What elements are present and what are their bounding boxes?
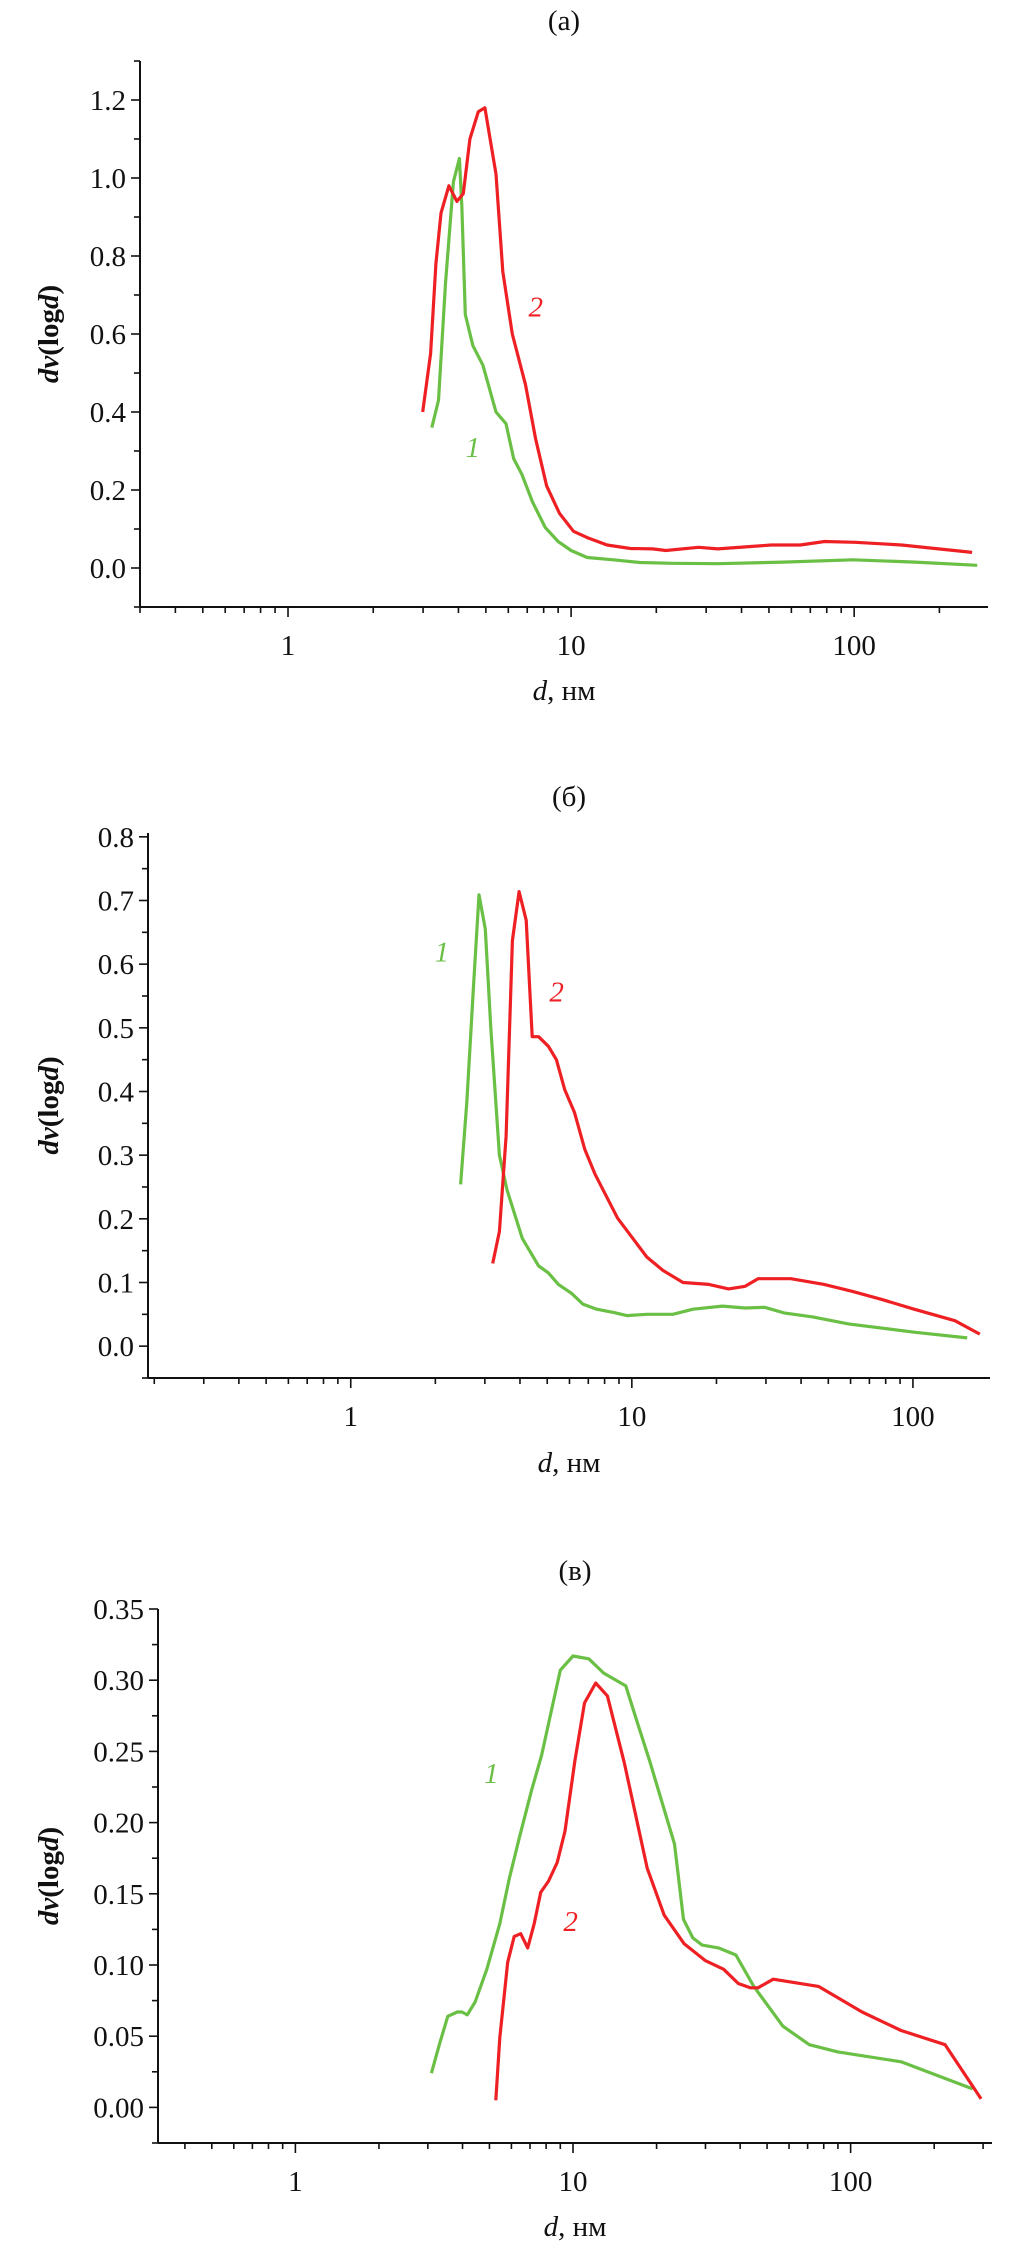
x-tick-label: 100	[832, 630, 876, 662]
y-tick-label: 0.3	[98, 1140, 134, 1172]
y-axis-label-part: dv	[33, 1126, 65, 1155]
panel-title: (в)	[558, 1555, 591, 1587]
series-line-1	[429, 1654, 974, 2091]
y-axis-label-part: d	[33, 1836, 65, 1851]
x-tick-label: 10	[557, 630, 586, 662]
series-line-2	[491, 889, 981, 1336]
panel-title: (a)	[548, 5, 580, 37]
y-axis-label-part: d	[33, 1066, 65, 1081]
y-axis-label-part: (log	[33, 1080, 65, 1127]
x-tick-label: 1	[281, 630, 296, 662]
x-axis-label-unit: , нм	[558, 2211, 606, 2242]
y-axis-label-part: )	[33, 1827, 65, 1837]
chart-panel-2: (в) 0.00 0.05 0.10 0.15 0.20 0.25 0.30 0.35 1 10 10…	[33, 1555, 992, 2242]
y-axis-label-part: d	[33, 294, 65, 309]
x-axis-label-var: d	[544, 2211, 559, 2242]
x-tick-label: 100	[829, 2166, 873, 2198]
y-tick-label: 1.2	[90, 85, 126, 117]
x-axis-label: d, нм	[544, 2211, 607, 2242]
y-tick-label: 0.20	[93, 1808, 144, 1840]
x-tick-label: 10	[559, 2166, 588, 2198]
series-label-1: 1	[484, 1758, 499, 1790]
series-line-1	[459, 893, 968, 1340]
panel-title: (б)	[552, 781, 586, 813]
y-axis-label-part: dv	[33, 355, 65, 384]
x-axis-label-var: d	[538, 1447, 553, 1479]
y-tick-label: 0.8	[98, 822, 134, 854]
x-axis-label-unit: , нм	[552, 1447, 600, 1479]
y-tick-label: 0.25	[93, 1736, 144, 1768]
x-axis-label-unit: , нм	[547, 675, 595, 707]
y-tick-label: 0.2	[90, 475, 126, 507]
series-label-1: 1	[466, 432, 481, 464]
x-axis-label: d, нм	[533, 675, 596, 707]
y-tick-label: 0.2	[98, 1204, 134, 1236]
y-tick-label: 0.6	[90, 319, 126, 351]
y-axis-label: dv(logd)	[33, 1056, 65, 1154]
y-tick-label: 0.0	[90, 553, 126, 585]
series-label-2: 2	[528, 292, 543, 324]
x-tick-label: 1	[288, 2166, 303, 2198]
y-axis-label-part: (log	[33, 1851, 65, 1898]
series-line-2	[421, 106, 973, 554]
series-label-2: 2	[549, 977, 564, 1009]
y-axis-label-part: (log	[33, 309, 65, 356]
y-tick-label: 0.6	[98, 949, 134, 981]
y-axis-label: dv(logd)	[33, 285, 65, 383]
y-axis-label-part: )	[33, 1056, 65, 1066]
x-tick-label: 10	[617, 1401, 646, 1433]
y-tick-label: 0.30	[93, 1665, 144, 1697]
x-axis-label-var: d	[533, 675, 548, 707]
y-tick-label: 0.35	[93, 1594, 144, 1626]
series-line-1	[430, 156, 978, 567]
y-axis-label-part: dv	[33, 1897, 65, 1926]
y-tick-label: 0.00	[93, 2092, 144, 2124]
y-tick-label: 0.05	[93, 2021, 144, 2053]
x-axis-label: d, нм	[538, 1447, 601, 1479]
series-label-2: 2	[563, 1906, 578, 1938]
y-tick-label: 0.7	[98, 885, 134, 917]
y-tick-label: 0.8	[90, 241, 126, 273]
y-tick-label: 1.0	[90, 163, 126, 195]
series-line-2	[494, 1681, 983, 2101]
x-tick-label: 100	[891, 1401, 935, 1433]
y-axis-label-part: )	[33, 285, 65, 295]
y-tick-label: 0.1	[98, 1267, 134, 1299]
y-tick-label: 0.5	[98, 1013, 134, 1045]
y-tick-label: 0.10	[93, 1950, 144, 1982]
y-tick-label: 0.15	[93, 1879, 144, 1911]
series-label-1: 1	[435, 936, 450, 968]
y-tick-label: 0.4	[90, 397, 127, 429]
x-tick-label: 1	[343, 1401, 358, 1433]
y-axis-label: dv(logd)	[33, 1827, 65, 1925]
y-tick-label: 0.0	[98, 1331, 134, 1363]
y-tick-label: 0.4	[98, 1076, 135, 1108]
